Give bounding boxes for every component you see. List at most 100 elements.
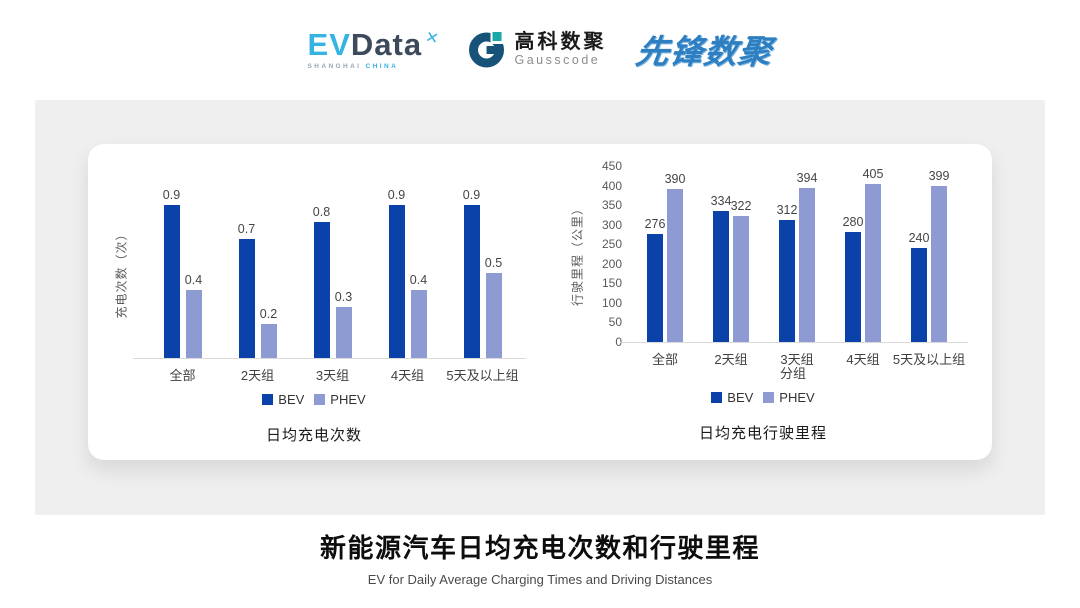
main-subtitle: EV for Daily Average Charging Times and … [367, 572, 713, 587]
bar-value-label: 0.2 [259, 307, 278, 321]
evdata-sub-shanghai: SHANGHAI [307, 62, 362, 70]
bar-wrap: 0.8 [313, 205, 330, 358]
bar-group: 0.9 0.5 5天及以上组 [445, 188, 520, 383]
bar-wrap: 240 [909, 231, 929, 342]
evdata-logo-text: EVData✕ [308, 26, 441, 62]
y-tick-label: 300 [601, 217, 622, 232]
plot-area: 276 390 全部 334 322 2天组 312 394 3天组 280 405 4天组 240 39… [620, 166, 968, 367]
bar-wrap: 276 [645, 217, 665, 342]
bar-group: 280 405 4天组 [830, 167, 896, 367]
y-tick-label: 100 [601, 295, 622, 310]
bar-wrap: 0.9 [463, 188, 480, 358]
category-label: 全部 [651, 352, 679, 367]
bar-wrap: 405 [863, 167, 883, 342]
chart-daily-charging-times: 充电次数（次） 0.9 0.4 全部 0.7 0.2 2天组 0.8 0.3 3天组 0.9 0.4… [108, 188, 526, 445]
bar-phev [667, 189, 683, 342]
bar-value-label: 0.9 [462, 188, 481, 202]
gausscode-logo: 高科数聚 Gausscode [466, 29, 606, 69]
bar-group: 240 399 5天及以上组 [893, 169, 965, 367]
bar-group: 312 394 3天组 [764, 171, 830, 367]
bar-value-label: 322 [730, 199, 752, 213]
legend-label: PHEV [779, 389, 815, 405]
evdata-sub-china: CHINA [365, 62, 399, 70]
bar-value-label: 276 [644, 217, 666, 231]
category-label: 全部 [169, 368, 196, 383]
bar-phev [799, 188, 815, 342]
bar-wrap: 394 [797, 171, 817, 342]
bar-value-label: 0.4 [184, 273, 203, 287]
bar-bev [845, 232, 861, 342]
bar-bev [779, 220, 795, 342]
legend-swatch [262, 393, 274, 405]
bar-value-label: 0.3 [334, 290, 353, 304]
bar-value-label: 390 [664, 172, 686, 186]
bar-value-label: 0.4 [409, 273, 428, 287]
bar-group: 0.8 0.3 3天组 [295, 205, 370, 383]
bar-value-label: 0.7 [237, 222, 256, 236]
bar-phev [410, 290, 427, 358]
y-tick-label: 0 [615, 335, 622, 349]
legend-swatch [711, 391, 723, 403]
category-label: 3天组 [780, 352, 814, 367]
bar-wrap: 0.7 [238, 222, 255, 358]
legend-item-phev: PHEV [314, 391, 366, 407]
plot-row: 行驶里程（公里） 0 50 100 150 200 250 300 350 400 450 276… [564, 159, 968, 367]
x-axis-label: 分组 [779, 366, 806, 381]
y-axis-label: 充电次数（次） [114, 227, 129, 319]
y-tick-label: 150 [601, 276, 622, 291]
chart-legend: BEV PHEV [711, 389, 815, 405]
legend-item-bev: BEV [262, 392, 304, 407]
bar-group: 0.9 0.4 4天组 [370, 188, 445, 383]
bar-bev [238, 239, 255, 358]
evdata-logo-data: Data [350, 26, 423, 62]
bar-group: 0.7 0.2 2天组 [220, 222, 295, 383]
y-tick-label: 200 [601, 256, 622, 271]
gausscode-g-icon [468, 29, 507, 68]
bar-value-label: 240 [908, 231, 930, 245]
y-tick-label: 400 [601, 178, 622, 193]
bar-bev [313, 222, 330, 358]
main-title: 新能源汽车日均充电次数和行驶里程 [319, 533, 760, 563]
y-axis-label-wrap: 充电次数（次） [108, 188, 134, 358]
bar-phev [185, 290, 202, 358]
bar-wrap: 280 [843, 215, 863, 342]
y-axis-ticks: 0 50 100 150 200 250 300 350 400 450 [590, 159, 624, 349]
y-axis-label: 行驶里程（公里） [570, 201, 585, 307]
bar-wrap: 0.9 [388, 188, 405, 358]
bar-value-label: 405 [862, 167, 884, 181]
bar-bev [463, 205, 480, 358]
bar-phev [865, 184, 881, 342]
bar-value-label: 0.9 [387, 188, 406, 202]
category-label: 2天组 [240, 368, 275, 383]
pioneer-logo: 先锋数聚 [633, 33, 775, 70]
bar-bev [163, 205, 180, 358]
legend-label: PHEV [330, 391, 366, 407]
gausscode-logo-text: 高科数聚 Gausscode [514, 31, 606, 68]
bar-group: 0.9 0.4 全部 [145, 188, 220, 383]
category-label: 4天组 [846, 352, 880, 367]
header-logo-row: EVData✕ SHANGHAI CHINA 高科数聚 Gausscode 先锋… [307, 18, 775, 80]
category-label: 5天及以上组 [446, 368, 519, 383]
y-axis-label-wrap: 行驶里程（公里） [564, 166, 590, 342]
gausscode-name-cn: 高科数聚 [514, 30, 607, 53]
plot-area: 0.9 0.4 全部 0.7 0.2 2天组 0.8 0.3 3天组 0.9 0.4 4天组 0.9 0.… [133, 188, 526, 383]
y-tick-label: 50 [608, 315, 622, 330]
evdata-logo: EVData✕ SHANGHAI CHINA [307, 26, 441, 70]
bar-bev [647, 234, 663, 342]
category-label: 4天组 [390, 368, 425, 383]
y-tick-label: 450 [601, 159, 622, 173]
chart-daily-driving-distance: 行驶里程（公里） 0 50 100 150 200 250 300 350 400 450 276… [564, 159, 968, 443]
bar-value-label: 0.8 [312, 205, 331, 219]
bar-value-label: 334 [710, 194, 732, 208]
bar-group: 276 390 全部 [632, 172, 698, 367]
bar-value-label: 0.5 [484, 256, 503, 270]
bar-value-label: 280 [842, 215, 864, 229]
category-label: 3天组 [315, 368, 350, 383]
charts-card: 充电次数（次） 0.9 0.4 全部 0.7 0.2 2天组 0.8 0.3 3天组 0.9 0.4… [88, 144, 992, 460]
chart-title: 日均充电次数 [265, 427, 362, 444]
legend-swatch [763, 391, 775, 403]
bar-value-label: 394 [796, 171, 818, 185]
bar-wrap: 0.5 [485, 256, 502, 358]
legend-label: BEV [727, 389, 754, 405]
y-tick-label: 350 [601, 198, 622, 213]
